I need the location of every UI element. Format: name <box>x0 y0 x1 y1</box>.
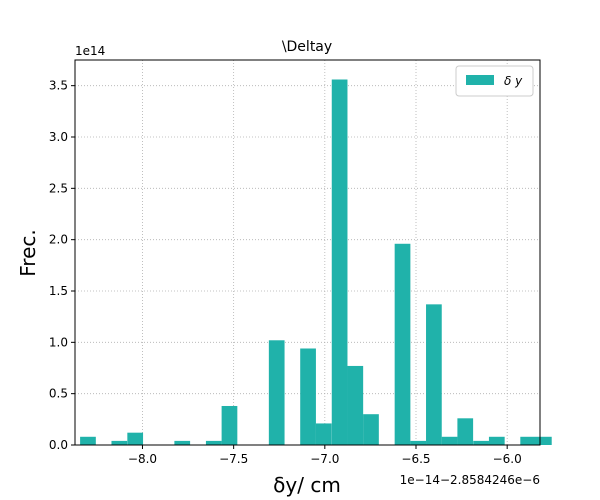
y-tick-label: 1.0 <box>49 335 68 349</box>
plot-frame <box>74 59 541 446</box>
histogram-bar <box>426 304 442 445</box>
legend-box <box>455 65 534 97</box>
histogram-bar <box>441 436 458 445</box>
histogram-bar <box>520 436 537 445</box>
grid-lines <box>75 60 540 446</box>
histogram-bar <box>221 405 238 445</box>
legend-swatch <box>466 75 494 85</box>
x-tick-label: −7.5 <box>219 452 248 466</box>
histogram-bar <box>410 440 427 445</box>
x-tick-label: −6.5 <box>401 452 430 466</box>
histogram-bar <box>111 440 128 445</box>
histogram-bar <box>394 243 411 445</box>
x-axis-label: δy/ cm <box>273 473 341 497</box>
x-tick-label: −7.0 <box>310 452 339 466</box>
chart-title: \Deltay <box>282 39 332 55</box>
x-tick-label: −8.0 <box>128 452 157 466</box>
y-axis-ticks: 0.0 0.5 1.0 1.5 2.0 2.5 3.0 3.5 <box>49 79 75 452</box>
histogram-bar <box>127 432 144 445</box>
y-tick-label: 0.0 <box>49 438 68 452</box>
histogram-bar <box>535 436 552 445</box>
histogram-bar <box>315 423 332 445</box>
y-tick-label: 3.0 <box>49 130 68 144</box>
y-multiplier-label: 1e14 <box>75 44 105 58</box>
histogram-bar <box>300 348 316 445</box>
histogram-bar <box>331 79 348 446</box>
histogram-bar <box>488 436 505 445</box>
histogram-bar <box>205 440 222 445</box>
y-tick-label: 2.0 <box>49 233 68 247</box>
y-tick-label: 0.5 <box>49 387 68 401</box>
histogram-bar <box>457 418 474 445</box>
legend: δ y <box>455 65 534 97</box>
histogram-bar <box>347 365 364 445</box>
bars <box>80 79 552 446</box>
y-tick-label: 2.5 <box>49 181 68 195</box>
y-tick-label: 1.5 <box>49 284 68 298</box>
histogram-bar <box>363 414 379 445</box>
y-axis-label: Frec. <box>16 229 40 277</box>
y-tick-label: 3.5 <box>49 79 68 93</box>
histogram-bar <box>80 436 96 445</box>
histogram-bar <box>473 440 489 445</box>
histogram-bar <box>174 440 191 445</box>
legend-label: δ y <box>504 74 523 88</box>
x-tick-label: −6.0 <box>493 452 522 466</box>
x-offset-label: 1e−14−2.8584246e−6 <box>400 473 540 487</box>
x-axis-ticks: −8.0 −7.5 −7.0 −6.5 −6.0 <box>128 445 522 466</box>
histogram-bar <box>268 340 285 445</box>
